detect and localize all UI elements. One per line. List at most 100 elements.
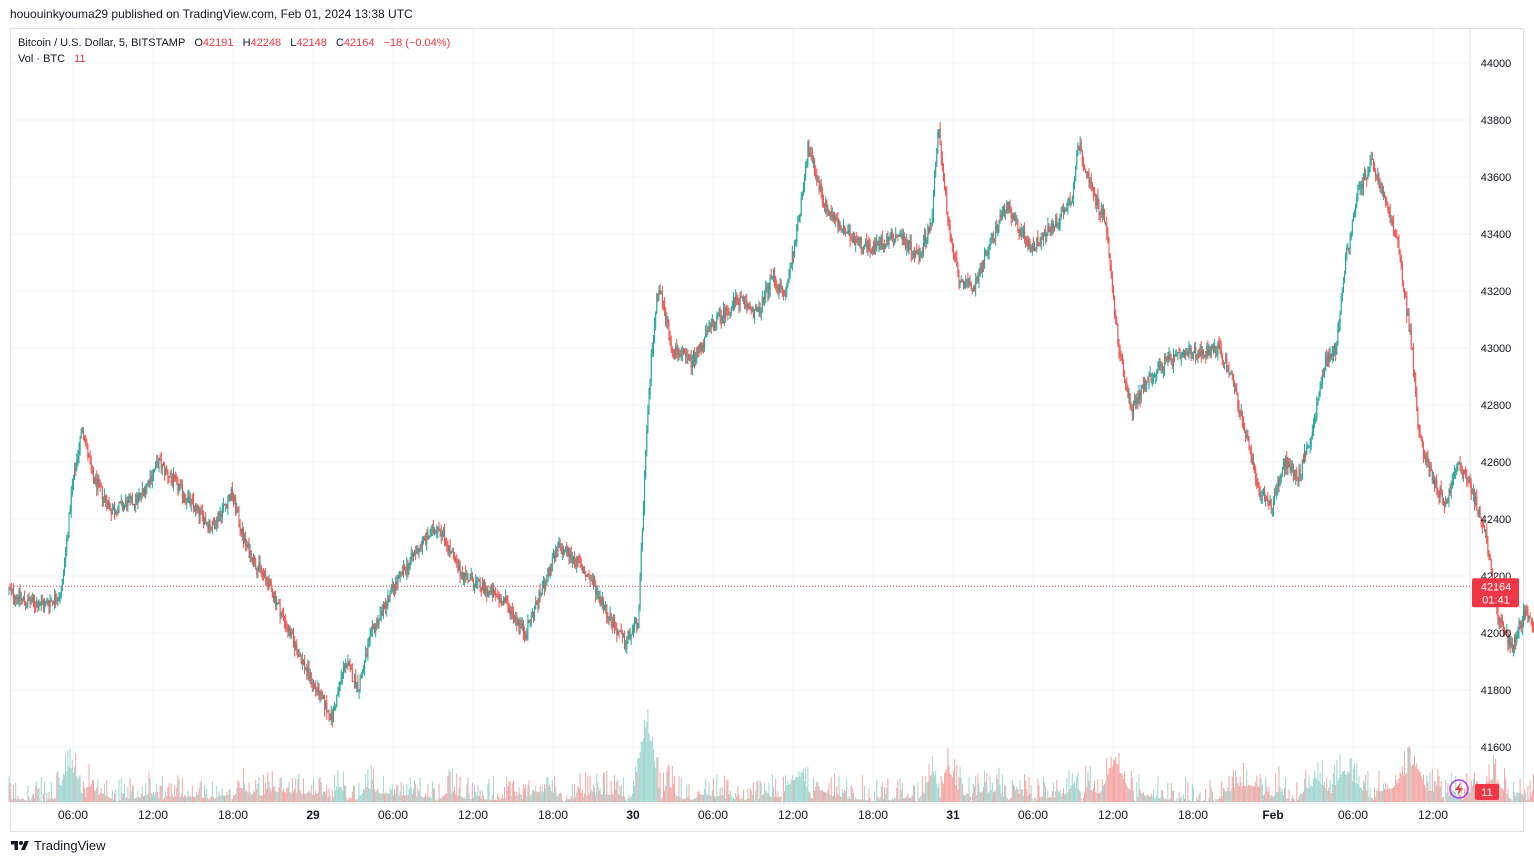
volume-bar [1271,795,1273,802]
candle-body [1206,346,1208,358]
candle-body [1328,354,1330,362]
volume-bar [1026,789,1028,802]
tradingview-footer[interactable]: TradingView [10,838,106,853]
candle-body [332,708,334,720]
volume-bar [268,781,270,802]
volume-bar [335,790,337,802]
candle-body [576,556,578,567]
volume-bar [1260,778,1262,802]
volume-bar [249,792,251,802]
candle-body [352,681,354,683]
candle-body [761,297,763,313]
candle-body [929,223,931,233]
volume-bar [1367,771,1369,802]
candle-body [1410,329,1412,348]
candle-body [1160,363,1162,367]
volume-bar [344,785,346,802]
candle-body [1239,410,1241,414]
volume-bar [164,797,166,802]
candle-body [568,549,570,558]
candle-body [1046,233,1048,238]
candle-body [374,627,376,633]
candle-body [89,456,91,463]
volume-bar [67,749,69,802]
candle-body [689,356,691,358]
volume-bar [1447,783,1449,802]
candle-body [820,185,822,194]
candle-body [1195,346,1197,359]
candle-body [909,241,911,245]
volume-bar [1339,754,1341,802]
volume-bar [814,790,816,802]
candle-body [1215,345,1217,355]
candle-body [431,526,433,529]
candle-body [1322,376,1324,378]
volume-bar [210,796,212,802]
volume-bar [146,795,148,802]
high-label: H [242,37,251,49]
volume-bar [494,799,496,802]
volume-bar [480,798,482,802]
volume-bar [937,787,939,802]
candle-body [29,600,31,604]
candle-body [1426,456,1428,463]
volume-bar [1328,787,1330,802]
candle-body [90,462,92,471]
candle-body [1150,374,1152,382]
candle-body [170,476,172,479]
candle-body [1456,466,1458,470]
candle-body [365,653,367,662]
candle-body [691,360,693,368]
volume-bar [987,792,989,802]
volume-bar [1080,798,1082,802]
candle-body [510,610,512,616]
candle-body [661,292,663,302]
volume-bar [1354,763,1356,802]
volume-bar [601,794,603,802]
volume-bar [1047,789,1049,802]
candle-body [1467,479,1469,481]
volume-bar [788,784,790,802]
volume-bar [969,796,971,802]
candle-body [628,631,630,638]
candle-body [569,551,571,558]
volume-bar [456,773,458,802]
volume-bar [247,792,249,802]
volume-bar [1319,772,1321,802]
volume-bar [1338,777,1340,802]
candle-body [599,597,601,602]
volume-bar [1167,782,1169,802]
volume-bar [384,793,386,802]
volume-bar [1310,785,1312,802]
volume-bar [1314,770,1316,802]
volume-bar [1516,792,1518,802]
candle-body [165,468,167,474]
volume-bar [658,787,660,802]
volume-bar [450,792,452,802]
candle-body [645,451,647,477]
candle-body [387,594,389,603]
volume-bar [1266,786,1268,802]
candle-body [1098,202,1100,213]
candle-body [1019,230,1021,236]
volume-bar [500,798,502,802]
candle-body [434,530,436,533]
candle-body [91,470,93,472]
candle-body [344,666,346,669]
volume-bar [547,776,549,802]
candle-body [985,251,987,253]
candle-body [500,598,502,605]
candle-body [672,353,674,355]
volume-bar [464,797,466,802]
candle-body [1059,215,1061,225]
candle-body [1066,209,1068,212]
candle-body [706,330,708,333]
volume-bar [331,790,333,802]
candle-body [614,622,616,627]
volume-bar [564,801,566,802]
candle-body [767,286,769,295]
candle-body [1039,244,1041,246]
candle-body [139,493,141,496]
candle-body [748,304,750,307]
